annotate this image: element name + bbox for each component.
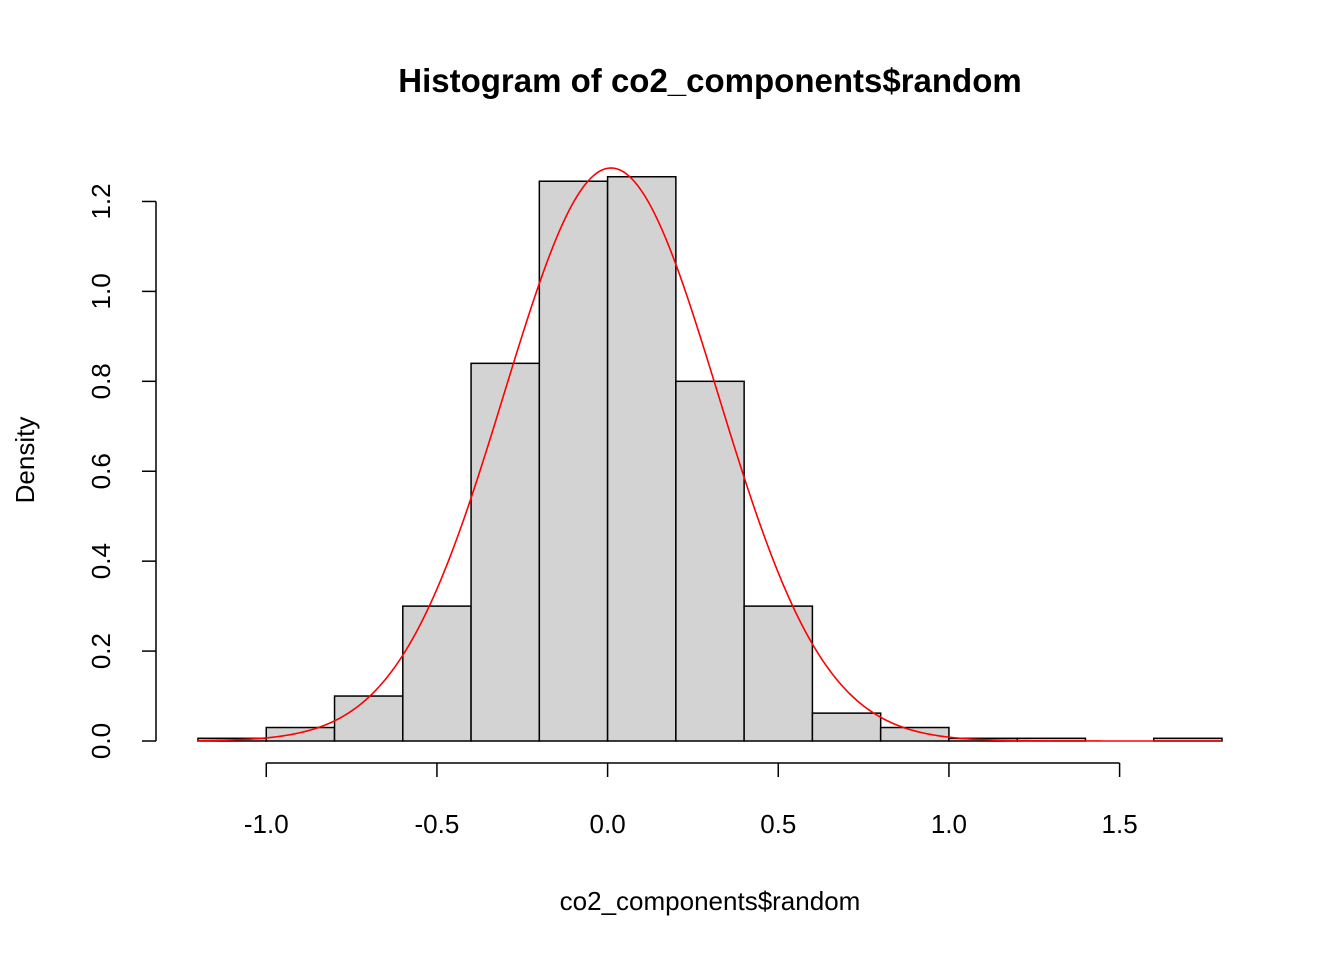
histogram-bar — [266, 728, 334, 741]
histogram-bar — [471, 363, 539, 741]
histogram-bars — [198, 177, 1222, 741]
x-tick-label: 0.0 — [590, 809, 626, 839]
y-tick-label: 0.6 — [86, 453, 116, 489]
y-tick-label: 0.4 — [86, 543, 116, 579]
histogram-bar — [335, 696, 403, 741]
histogram-bar — [403, 606, 471, 741]
y-tick-label: 0.8 — [86, 363, 116, 399]
histogram-bar — [881, 728, 949, 741]
x-tick-label: 1.0 — [931, 809, 967, 839]
y-tick-label: 0.0 — [86, 723, 116, 759]
histogram-bar — [608, 177, 676, 741]
x-tick-label: -1.0 — [244, 809, 289, 839]
histogram-bar — [676, 381, 744, 741]
y-axis-label: Density — [10, 417, 40, 504]
x-axis: -1.0 -0.5 0.0 0.5 1.0 1.5 — [244, 763, 1138, 839]
chart-title: Histogram of co2_components$random — [398, 62, 1021, 99]
y-tick-label: 1.0 — [86, 273, 116, 309]
histogram-bar — [812, 713, 880, 741]
histogram-bar — [539, 181, 607, 741]
y-tick-label: 1.2 — [86, 183, 116, 219]
y-tick-label: 0.2 — [86, 633, 116, 669]
x-tick-label: 0.5 — [760, 809, 796, 839]
x-axis-label: co2_components$random — [560, 886, 861, 916]
x-tick-label: 1.5 — [1102, 809, 1138, 839]
x-tick-label: -0.5 — [415, 809, 460, 839]
y-axis: 0.0 0.2 0.4 0.6 0.8 1.0 1.2 — [86, 183, 156, 759]
